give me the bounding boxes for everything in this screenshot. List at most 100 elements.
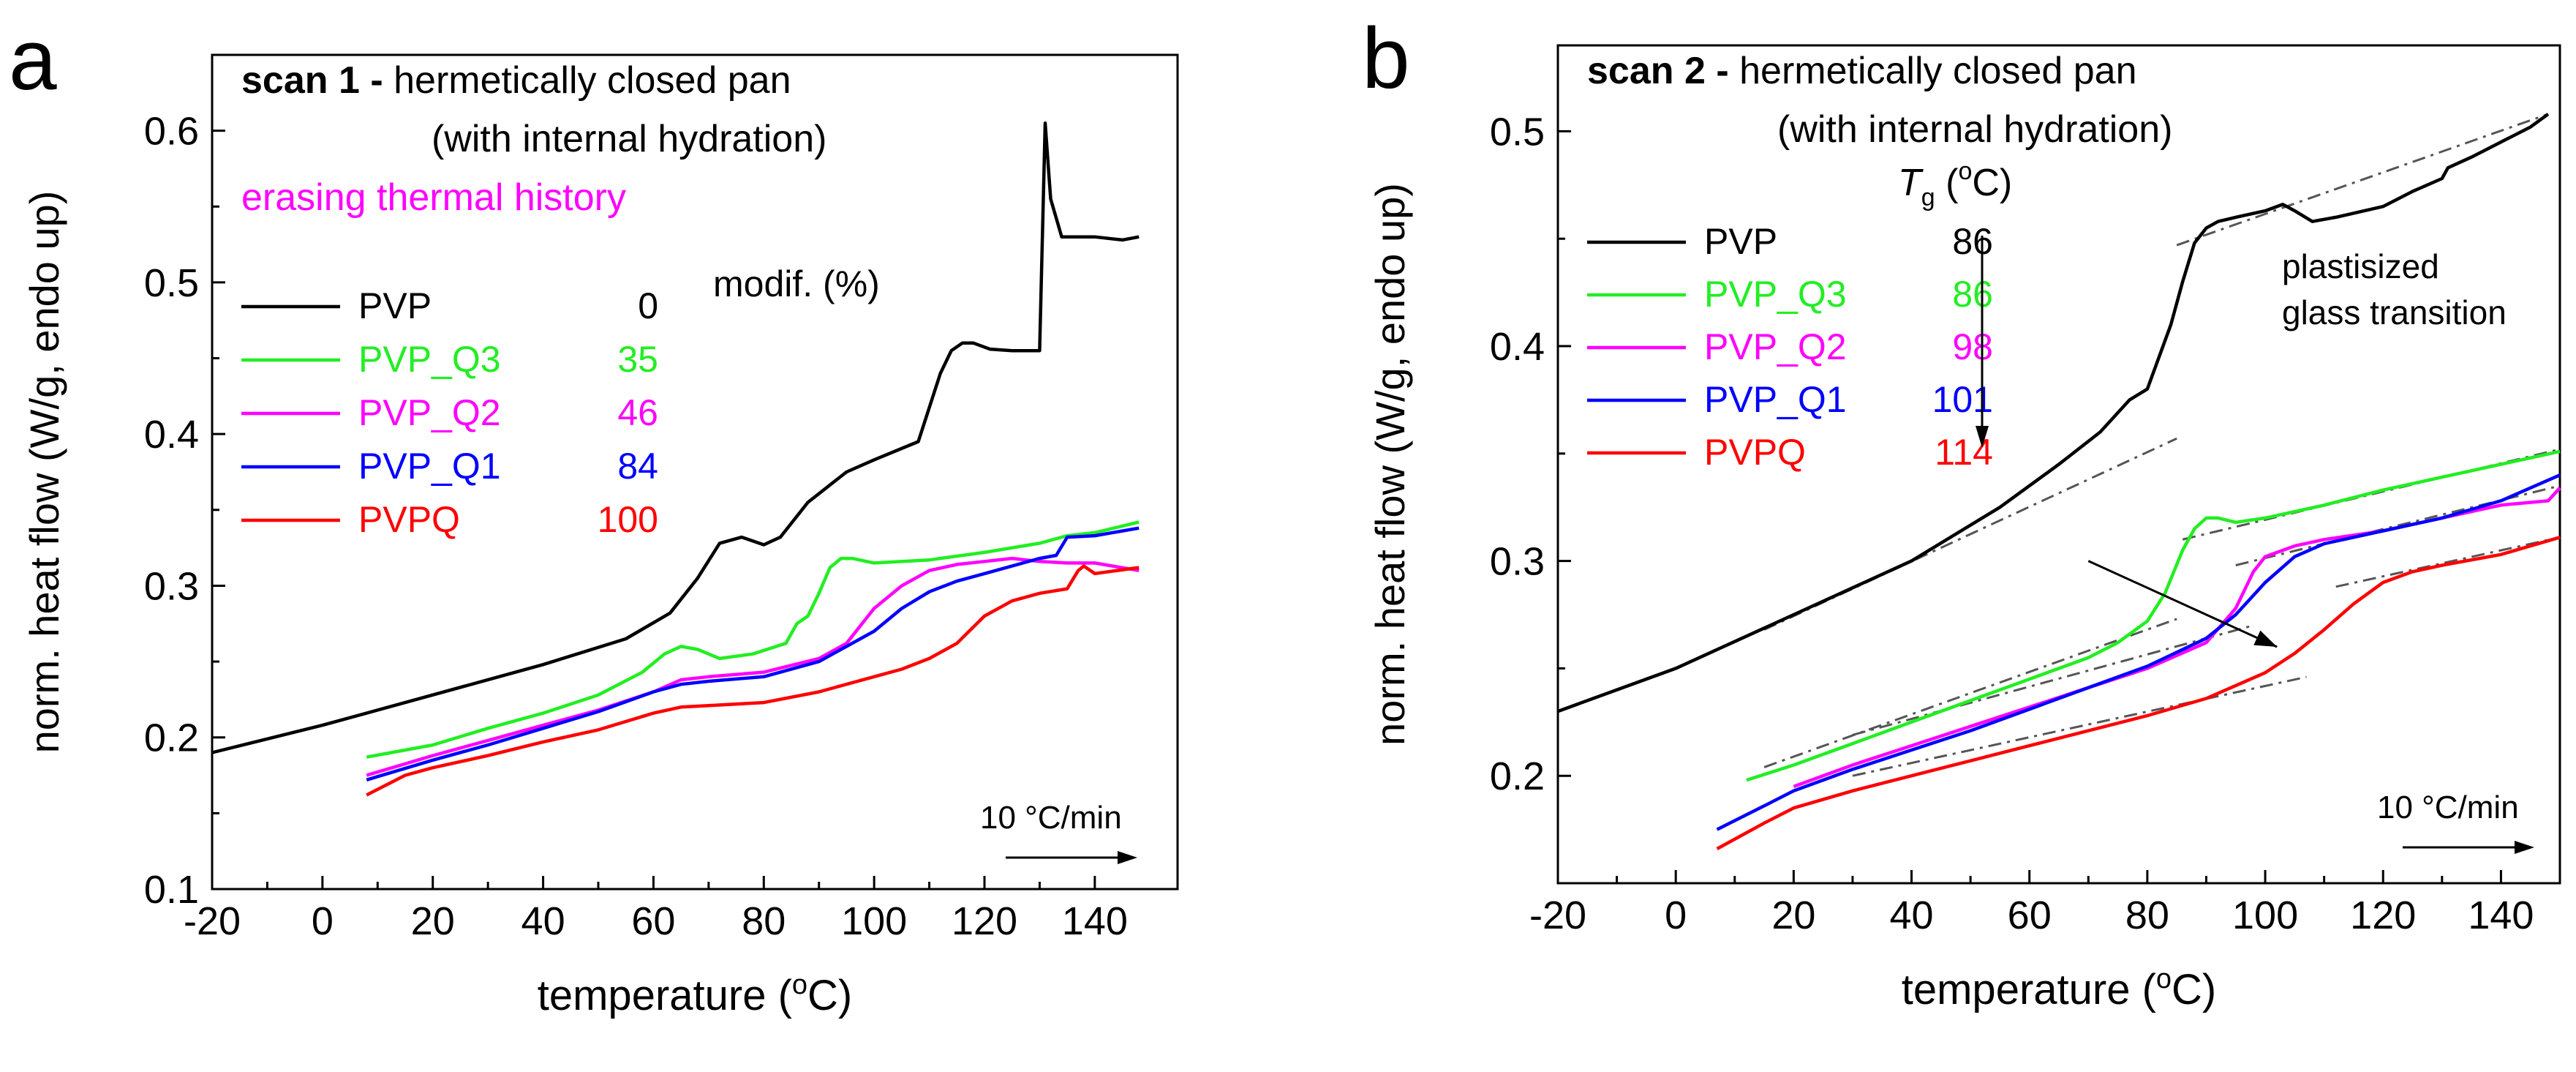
tg-header: Tg (oC) xyxy=(1898,157,2012,211)
y-tick-label: 0.2 xyxy=(1490,754,1545,798)
tangent-guide-line xyxy=(2176,113,2549,247)
plot-frame xyxy=(211,53,1179,891)
tangent-guide-line xyxy=(1763,618,2177,768)
series-line-PVP_Q3 xyxy=(1746,449,2561,782)
x-axis-label-text: temperature ( xyxy=(538,972,792,1019)
series-line-PVP_Q1 xyxy=(366,526,1140,781)
panel-label: b xyxy=(1362,10,1410,107)
panel-title-rest: hermetically closed pan xyxy=(1739,50,2136,92)
x-tick-label: -20 xyxy=(184,899,241,943)
x-tick-label: -20 xyxy=(1529,893,1586,937)
series-line-PVP_Q2 xyxy=(366,556,1140,777)
shift-arrowhead xyxy=(2253,630,2278,648)
panel-b: -20 0 20 40 60 80 100 120 140 0.2 0.3 0.4 0.5 tempera… xyxy=(1362,10,2561,1013)
x-axis-label: temperature (oC) xyxy=(538,970,853,1019)
legend-header: modif. (%) xyxy=(713,263,880,304)
legend-value: 84 xyxy=(617,446,658,487)
annotation-text: plastisized xyxy=(2282,247,2439,285)
y-tick-label: 0.5 xyxy=(1490,110,1545,154)
y-tick-label: 0.3 xyxy=(144,564,199,608)
panel-title: scan 2 - hermetically closed pan xyxy=(1587,50,2137,92)
tangent-guide-line xyxy=(1852,675,2307,777)
y-tick-label: 0.4 xyxy=(144,413,199,457)
legend-label: PVPQ xyxy=(358,499,460,540)
x-tick-label: 60 xyxy=(2008,893,2052,937)
x-tick-label: 140 xyxy=(2468,893,2534,937)
panel-label: a xyxy=(9,12,57,108)
x-axis-label: temperature (oC) xyxy=(1902,964,2217,1013)
series-line-PVPQ xyxy=(1716,536,2561,850)
legend-label: PVP xyxy=(1704,221,1777,262)
tg-symbol: T xyxy=(1898,162,1924,204)
x-axis-label-end: C) xyxy=(807,972,852,1019)
x-axis-label-sup: o xyxy=(2156,964,2172,994)
x-tick-label: 60 xyxy=(631,899,675,943)
legend-label: PVP_Q2 xyxy=(1704,326,1847,367)
x-tick-label: 100 xyxy=(841,899,907,943)
legend-label: PVP_Q1 xyxy=(1704,379,1847,420)
x-tick-label: 40 xyxy=(521,899,565,943)
legend-label: PVP_Q1 xyxy=(358,446,501,487)
legend-value: 86 xyxy=(1952,221,1993,262)
y-tick-label: 0.6 xyxy=(144,110,199,154)
x-tick-label: 0 xyxy=(312,899,334,943)
x-tick-label: 120 xyxy=(2350,893,2416,937)
tg-sup: o xyxy=(1958,157,1972,185)
tg-paren: ( xyxy=(1935,162,1959,204)
panel-title-space xyxy=(383,59,393,102)
legend-value: 101 xyxy=(1932,379,1993,420)
series-line-PVPQ xyxy=(366,564,1140,797)
y-axis-label: norm. heat flow (W/g, endo up) xyxy=(21,191,67,754)
y-tick-label: 0.5 xyxy=(144,261,199,305)
y-tick-label: 0.1 xyxy=(144,868,199,912)
panel-subtitle: erasing thermal history xyxy=(241,176,626,219)
panel-title-line2: (with internal hydration) xyxy=(1777,108,2172,151)
x-axis-label-end: C) xyxy=(2172,966,2216,1013)
x-tick-label: 120 xyxy=(952,899,1017,943)
y-tick-label: 0.2 xyxy=(144,716,199,760)
heating-rate-arrowhead xyxy=(1118,851,1137,864)
x-tick-label: 100 xyxy=(2232,893,2298,937)
panel-a: -20 0 20 40 60 80 100 120 140 0.1 0.2 0.3 0.4 0.5 0.6 t… xyxy=(9,12,1179,1019)
tangent-guide-line xyxy=(1852,624,2254,736)
heating-rate-arrowhead xyxy=(2515,841,2534,854)
legend-value: 86 xyxy=(1952,274,1993,315)
legend-label: PVP_Q3 xyxy=(358,339,501,380)
series-line-PVP_Q1 xyxy=(1716,473,2561,831)
x-tick-label: 140 xyxy=(1062,899,1128,943)
series-line-PVP xyxy=(1557,113,2550,713)
legend-label: PVPQ xyxy=(1704,432,1806,473)
series-line-PVP_Q2 xyxy=(1793,487,2561,789)
legend-value: 0 xyxy=(638,285,658,326)
legend-label: PVP_Q2 xyxy=(358,392,501,433)
legend-value: 35 xyxy=(617,339,658,380)
x-tick-label: 0 xyxy=(1665,893,1687,937)
x-tick-label: 20 xyxy=(411,899,455,943)
x-axis-label-text: temperature ( xyxy=(1902,966,2156,1013)
panel-title-bold: scan 2 - xyxy=(1587,50,1729,92)
series-line-PVP_Q3 xyxy=(366,520,1140,759)
tg-order-arrowhead xyxy=(1976,426,1989,448)
x-tick-label: 80 xyxy=(742,899,786,943)
x-tick-label: 40 xyxy=(1889,893,1933,937)
shift-arrow xyxy=(2087,560,2278,648)
panel-title-bold: scan 1 - xyxy=(241,59,383,102)
y-tick-label: 0.3 xyxy=(1490,540,1545,584)
heating-rate-label: 10 °C/min xyxy=(980,800,1122,836)
x-tick-label: 80 xyxy=(2125,893,2169,937)
tangent-guide-line xyxy=(2182,448,2561,541)
legend-label: PVP xyxy=(358,285,432,326)
tg-subscript: g xyxy=(1921,184,1935,211)
legend-value: 46 xyxy=(617,392,658,433)
annotation-text: glass transition xyxy=(2282,293,2507,331)
plot-frame xyxy=(1556,44,2561,885)
legend-label: PVP_Q3 xyxy=(1704,274,1847,315)
panel-title-line2: (with internal hydration) xyxy=(432,118,826,160)
panel-title-rest: hermetically closed pan xyxy=(393,59,791,102)
x-tick-label: 20 xyxy=(1771,893,1815,937)
legend-value: 98 xyxy=(1952,326,1993,367)
panel-title: scan 1 - hermetically closed pan xyxy=(241,59,791,102)
tg-end: C) xyxy=(1972,162,2012,204)
tangent-guide-line xyxy=(2335,536,2561,588)
